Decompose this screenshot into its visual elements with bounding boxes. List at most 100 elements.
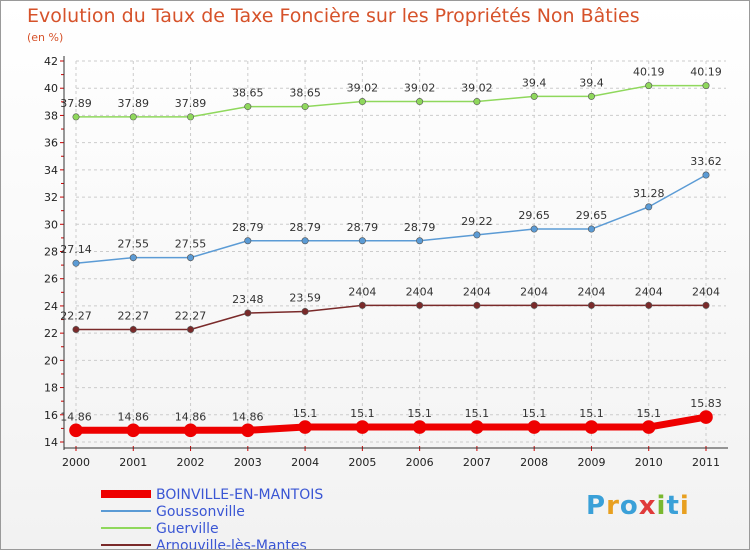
- data-point: [416, 301, 424, 309]
- data-point: [416, 98, 424, 106]
- series-line-2: [76, 84, 706, 118]
- data-point: [699, 410, 713, 424]
- data-point: [187, 325, 195, 333]
- data-label: 14.86: [118, 410, 150, 423]
- x-tick-label: 2010: [635, 456, 663, 469]
- data-label: 15.1: [407, 407, 432, 420]
- legend-label: Goussonville: [156, 504, 245, 520]
- data-label: 2404: [635, 285, 663, 298]
- logo-letter: x: [638, 491, 657, 521]
- data-label: 2404: [406, 285, 434, 298]
- x-tick-label: 2008: [520, 456, 548, 469]
- data-label: 38.65: [289, 87, 321, 100]
- data-point: [126, 423, 141, 438]
- data-point: [530, 301, 538, 309]
- data-label: 39.02: [404, 82, 436, 95]
- data-point: [645, 203, 653, 211]
- data-label: 39.02: [347, 82, 379, 95]
- data-label: 23.48: [232, 293, 264, 306]
- data-point: [129, 113, 137, 121]
- data-point: [702, 82, 710, 90]
- data-point: [641, 420, 656, 434]
- data-label: 37.89: [175, 97, 207, 110]
- y-tick-label: 42: [44, 55, 58, 68]
- data-point: [587, 225, 595, 233]
- logo-letter: i: [656, 491, 667, 521]
- legend: BOINVILLE-EN-MANTOISGoussonvilleGuervill…: [101, 487, 323, 550]
- data-label: 2404: [463, 285, 491, 298]
- data-point: [187, 254, 195, 262]
- data-point: [183, 423, 198, 438]
- data-label: 39.02: [461, 82, 493, 95]
- data-label: 2404: [520, 285, 548, 298]
- series-line-3: [76, 304, 706, 331]
- x-tick-label: 2004: [291, 456, 319, 469]
- chart-title: Evolution du Taux de Taxe Foncière sur l…: [27, 5, 640, 27]
- y-tick-label: 14: [44, 436, 58, 449]
- data-point: [470, 420, 484, 434]
- y-tick-label: 36: [44, 137, 58, 150]
- data-labels: 14.86 14.86 14.86 14.86 15.1 15.1 15.1 15.1 15.1…: [60, 66, 722, 424]
- data-label: 28.79: [232, 221, 264, 234]
- data-label: 15.1: [522, 407, 547, 420]
- data-label: 37.89: [118, 97, 150, 110]
- grid-lines: [75, 60, 726, 443]
- data-label: 40.19: [690, 66, 722, 79]
- data-label: 39.4: [522, 76, 547, 89]
- logo-letter: i: [679, 491, 690, 521]
- data-point: [584, 420, 599, 434]
- data-point: [416, 237, 424, 245]
- data-label: 15.1: [579, 407, 604, 420]
- data-point: [473, 301, 481, 309]
- data-point: [69, 423, 83, 438]
- x-tick-label: 2006: [406, 456, 434, 469]
- x-tick-label: 2005: [348, 456, 376, 469]
- data-point: [587, 301, 595, 309]
- data-label: 40.19: [633, 66, 665, 79]
- data-point: [645, 301, 653, 309]
- series-group: [69, 82, 713, 438]
- data-label: 27.14: [60, 243, 92, 256]
- logo-letter: P: [586, 491, 607, 521]
- data-point: [702, 301, 710, 309]
- data-point: [72, 259, 80, 267]
- y-tick-label: 28: [44, 246, 58, 259]
- data-point: [527, 420, 541, 434]
- x-tick-label: 2002: [177, 456, 205, 469]
- y-tick-label: 40: [44, 82, 58, 95]
- data-label: 22.27: [175, 309, 207, 322]
- data-label: 2404: [348, 285, 376, 298]
- data-label: 39.4: [579, 76, 604, 89]
- y-tick-label: 30: [44, 218, 58, 231]
- logo-letter: r: [606, 491, 620, 521]
- x-tick-label: 2011: [692, 456, 720, 469]
- proxiti-logo: Proxiti: [586, 491, 690, 521]
- y-tick-label: 20: [44, 354, 58, 367]
- data-point: [358, 301, 366, 309]
- data-label: 15.1: [293, 407, 318, 420]
- logo-letter: o: [619, 491, 639, 521]
- data-point: [358, 237, 366, 245]
- legend-label: Arnouville-lès-Mantes: [156, 538, 307, 550]
- data-point: [301, 308, 309, 316]
- data-point: [301, 103, 309, 111]
- data-point: [244, 103, 252, 111]
- y-tick-label: 16: [44, 409, 58, 422]
- data-label: 22.27: [118, 309, 150, 322]
- series-line-0: [76, 413, 707, 434]
- data-point: [187, 113, 195, 121]
- data-point: [244, 309, 252, 317]
- data-label: 15.1: [350, 407, 375, 420]
- data-label: 27.55: [118, 238, 150, 251]
- y-tick-label: 26: [44, 273, 58, 286]
- y-tick-label: 22: [44, 327, 58, 340]
- data-label: 31.28: [633, 187, 665, 200]
- data-label: 28.79: [347, 221, 379, 234]
- data-point: [355, 420, 370, 434]
- data-point: [645, 82, 653, 90]
- x-tick-label: 2009: [577, 456, 605, 469]
- data-label: 38.65: [232, 87, 264, 100]
- data-point: [530, 92, 538, 100]
- data-label: 37.89: [60, 97, 92, 110]
